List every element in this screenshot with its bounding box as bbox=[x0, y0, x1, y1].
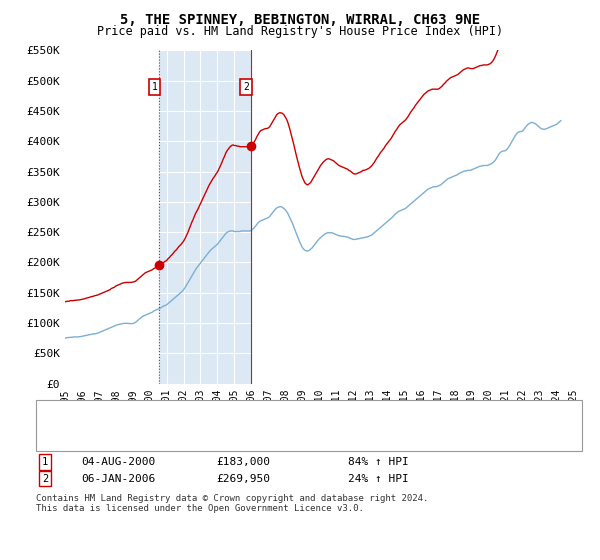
Text: Price paid vs. HM Land Registry's House Price Index (HPI): Price paid vs. HM Land Registry's House … bbox=[97, 25, 503, 38]
Text: 04-AUG-2000: 04-AUG-2000 bbox=[81, 457, 155, 467]
Text: 24% ↑ HPI: 24% ↑ HPI bbox=[348, 474, 409, 484]
Text: £269,950: £269,950 bbox=[216, 474, 270, 484]
Text: 1: 1 bbox=[151, 82, 157, 92]
Text: 5, THE SPINNEY, BEBINGTON, WIRRAL, CH63 9NE: 5, THE SPINNEY, BEBINGTON, WIRRAL, CH63 … bbox=[120, 13, 480, 27]
Text: 1: 1 bbox=[42, 457, 48, 467]
Text: 2: 2 bbox=[244, 82, 249, 92]
Text: HPI: Average price, detached house, Wirral: HPI: Average price, detached house, Wirr… bbox=[102, 421, 365, 431]
Text: £183,000: £183,000 bbox=[216, 457, 270, 467]
Text: 2: 2 bbox=[42, 474, 48, 484]
Text: 06-JAN-2006: 06-JAN-2006 bbox=[81, 474, 155, 484]
Text: 84% ↑ HPI: 84% ↑ HPI bbox=[348, 457, 409, 467]
Text: Contains HM Land Registry data © Crown copyright and database right 2024.
This d: Contains HM Land Registry data © Crown c… bbox=[36, 494, 428, 514]
Bar bbox=[160, 50, 251, 384]
Text: 5, THE SPINNEY, BEBINGTON, WIRRAL, CH63 9NE (detached house): 5, THE SPINNEY, BEBINGTON, WIRRAL, CH63 … bbox=[102, 405, 477, 416]
